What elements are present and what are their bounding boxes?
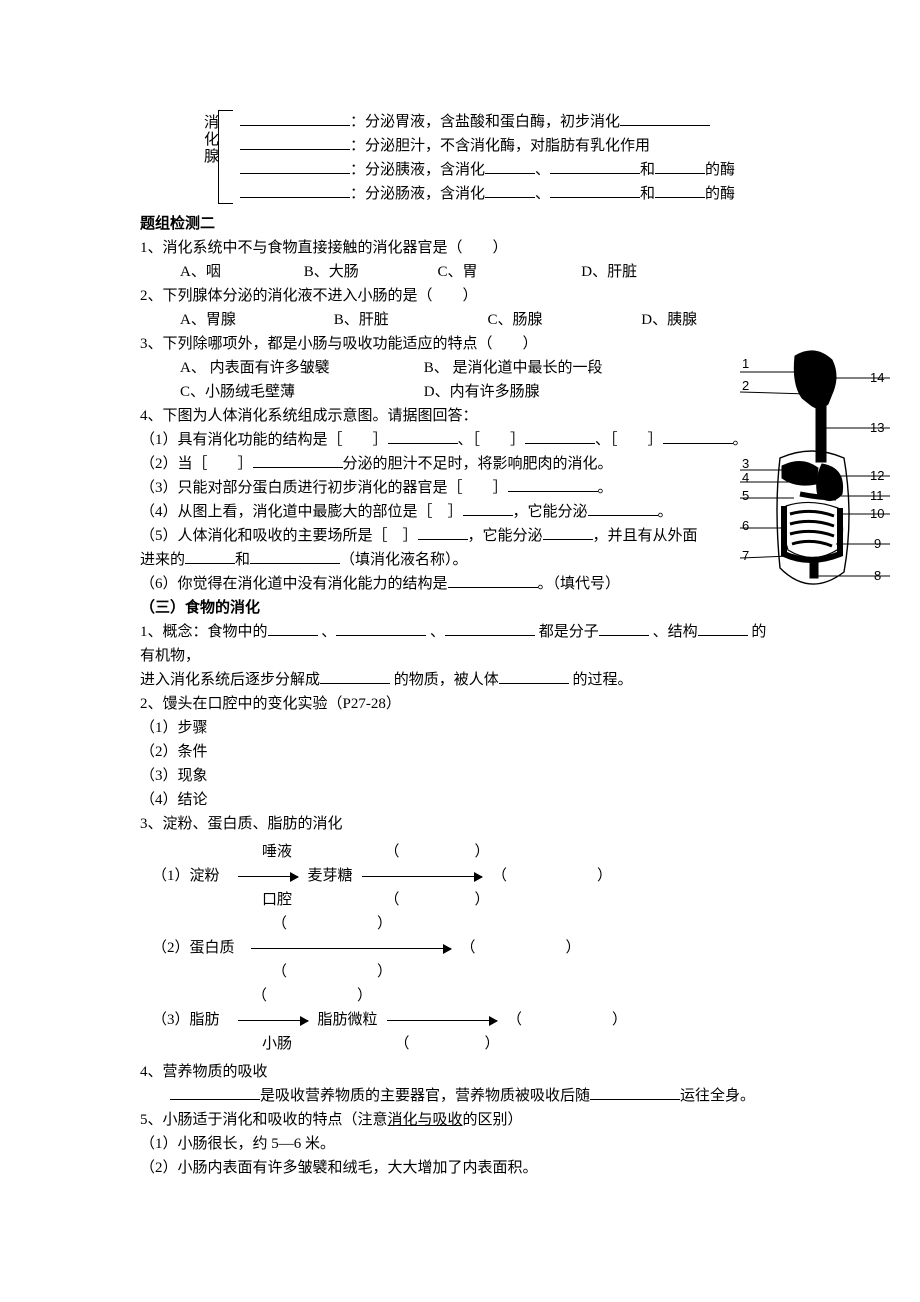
section3-title: （三）食物的消化 — [140, 596, 780, 620]
row1-bot: 口腔 （ ） — [247, 888, 780, 912]
q4-s2: （2）当［ ］分泌的胆汁不足时，将影响肥肉的消化。 — [140, 452, 780, 476]
label-13: 13 — [870, 420, 884, 435]
label-2: 2 — [742, 378, 749, 393]
p2s2: （2）条件 — [140, 740, 780, 764]
q3-options: A、 内表面有许多皱襞 B、 是消化道中最长的一段 C、小肠绒毛壁薄 D、内有许… — [180, 356, 780, 404]
label-12: 12 — [870, 468, 884, 483]
row1-top: 唾液 （ ） — [247, 840, 780, 864]
row1-main: （1）淀粉 麦芽糖 （ ） — [152, 864, 780, 888]
p4-title: 4、营养物质的吸收 — [140, 1060, 780, 1084]
label-1: 1 — [742, 356, 749, 371]
arrow-icon — [238, 876, 298, 877]
p2s3: （3）现象 — [140, 764, 780, 788]
q4-s3: （3）只能对部分蛋白质进行初步消化的器官是［ ］。 — [140, 476, 780, 500]
label-9: 9 — [874, 536, 881, 551]
p2s4: （4）结论 — [140, 788, 780, 812]
q4-s4: （4）从图上看，消化道中最膨大的部位是［ ］，它能分泌。 — [140, 500, 780, 524]
q2-options: A、胃腺 B、肝脏 C、肠腺 D、胰腺 — [180, 308, 780, 332]
q1-stem: 1、消化系统中不与食物直接接触的消化器官是（ ） — [140, 236, 780, 260]
label-7: 7 — [742, 548, 749, 563]
p5: 5、小肠适于消化和吸收的特点（注意消化与吸收的区别） — [140, 1108, 780, 1132]
row3-bot: 小肠 （ ） — [247, 1032, 780, 1056]
p2s1: （1）步骤 — [140, 716, 780, 740]
gland-line-3: ：分泌胰液，含消化、和的酶 — [240, 158, 780, 182]
gland-lines: ：分泌胃液，含盐酸和蛋白酶，初步消化 ：分泌胆汁，不含消化酶，对脂肪有乳化作用 … — [240, 110, 780, 206]
anatomy-figure: 1 2 3 4 5 6 7 8 9 10 11 12 13 14 — [740, 348, 890, 618]
label-5: 5 — [742, 488, 749, 503]
row3-main: （3）脂肪 脂肪微粒 （ ） — [152, 1008, 780, 1032]
p2: 2、馒头在口腔中的变化实验（P27-28） — [140, 692, 780, 716]
anatomy-svg: 1 2 3 4 5 6 7 8 9 10 11 12 13 14 — [740, 348, 890, 618]
p4-body: 是吸收营养物质的主要器官，营养物质被吸收后随运往全身。 — [170, 1084, 780, 1108]
gland-line-4: ：分泌肠液，含消化、和的酶 — [240, 182, 780, 206]
page: 消化腺 ：分泌胃液，含盐酸和蛋白酶，初步消化 ：分泌胆汁，不含消化酶，对脂肪有乳… — [0, 0, 920, 1302]
q4-s1: （1）具有消化功能的结构是［ ］、［ ］、［ ］。 — [140, 428, 780, 452]
row2-main: （2）蛋白质 （ ） — [152, 936, 780, 960]
arrow-icon — [387, 1020, 497, 1021]
p5s2: （2）小肠内表面有许多皱襞和绒毛，大大增加了内表面积。 — [140, 1156, 780, 1180]
q1-options: A、咽 B、大肠 C、胃 D、肝脏 — [180, 260, 780, 284]
q4-s5: （5）人体消化和吸收的主要场所是［ ］，它能分泌，并且有从外面 — [140, 524, 780, 548]
label-6: 6 — [742, 518, 749, 533]
label-3: 3 — [742, 456, 749, 471]
digest-diagram: 唾液 （ ） （1）淀粉 麦芽糖 （ ） 口腔 （ ） （ ） （2）蛋白质 （… — [152, 840, 780, 1056]
p3: 3、淀粉、蛋白质、脂肪的消化 — [140, 812, 780, 836]
label-11: 11 — [870, 488, 884, 503]
gland-block: 消化腺 ：分泌胃液，含盐酸和蛋白酶，初步消化 ：分泌胆汁，不含消化酶，对脂肪有乳… — [140, 110, 780, 206]
arrow-icon — [362, 876, 482, 877]
p1: 1、概念：食物中的 、 、 都是分子 、结构 的有机物， 进入消化系统后逐步分解… — [140, 620, 780, 692]
row3-top: （ ） — [252, 984, 780, 1008]
gland-bracket — [218, 110, 233, 204]
label-14: 14 — [870, 370, 884, 385]
q4-s5-cont: 进来的和（填消化液名称）。 — [140, 548, 780, 572]
gland-line-2: ：分泌胆汁，不含消化酶，对脂肪有乳化作用 — [240, 134, 780, 158]
label-8: 8 — [874, 568, 881, 583]
section2-title: 题组检测二 — [140, 212, 780, 236]
label-4: 4 — [742, 470, 749, 485]
p5s1: （1）小肠很长，约 5—6 米。 — [140, 1132, 780, 1156]
q2-stem: 2、下列腺体分泌的消化液不进入小肠的是（ ） — [140, 284, 780, 308]
q3-stem: 3、下列除哪项外，都是小肠与吸收功能适应的特点（ ） — [140, 332, 780, 356]
q4-s6: （6）你觉得在消化道中没有消化能力的结构是。（填代号） — [140, 572, 780, 596]
label-10: 10 — [870, 506, 884, 521]
q4-stem: 4、下图为人体消化系统组成示意图。请据图回答： — [140, 404, 780, 428]
arrow-icon — [238, 1020, 308, 1021]
row2-top: （ ） — [272, 912, 780, 936]
arrow-icon — [251, 948, 451, 949]
gland-line-1: ：分泌胃液，含盐酸和蛋白酶，初步消化 — [240, 110, 780, 134]
row2-bot: （ ） — [272, 960, 780, 984]
